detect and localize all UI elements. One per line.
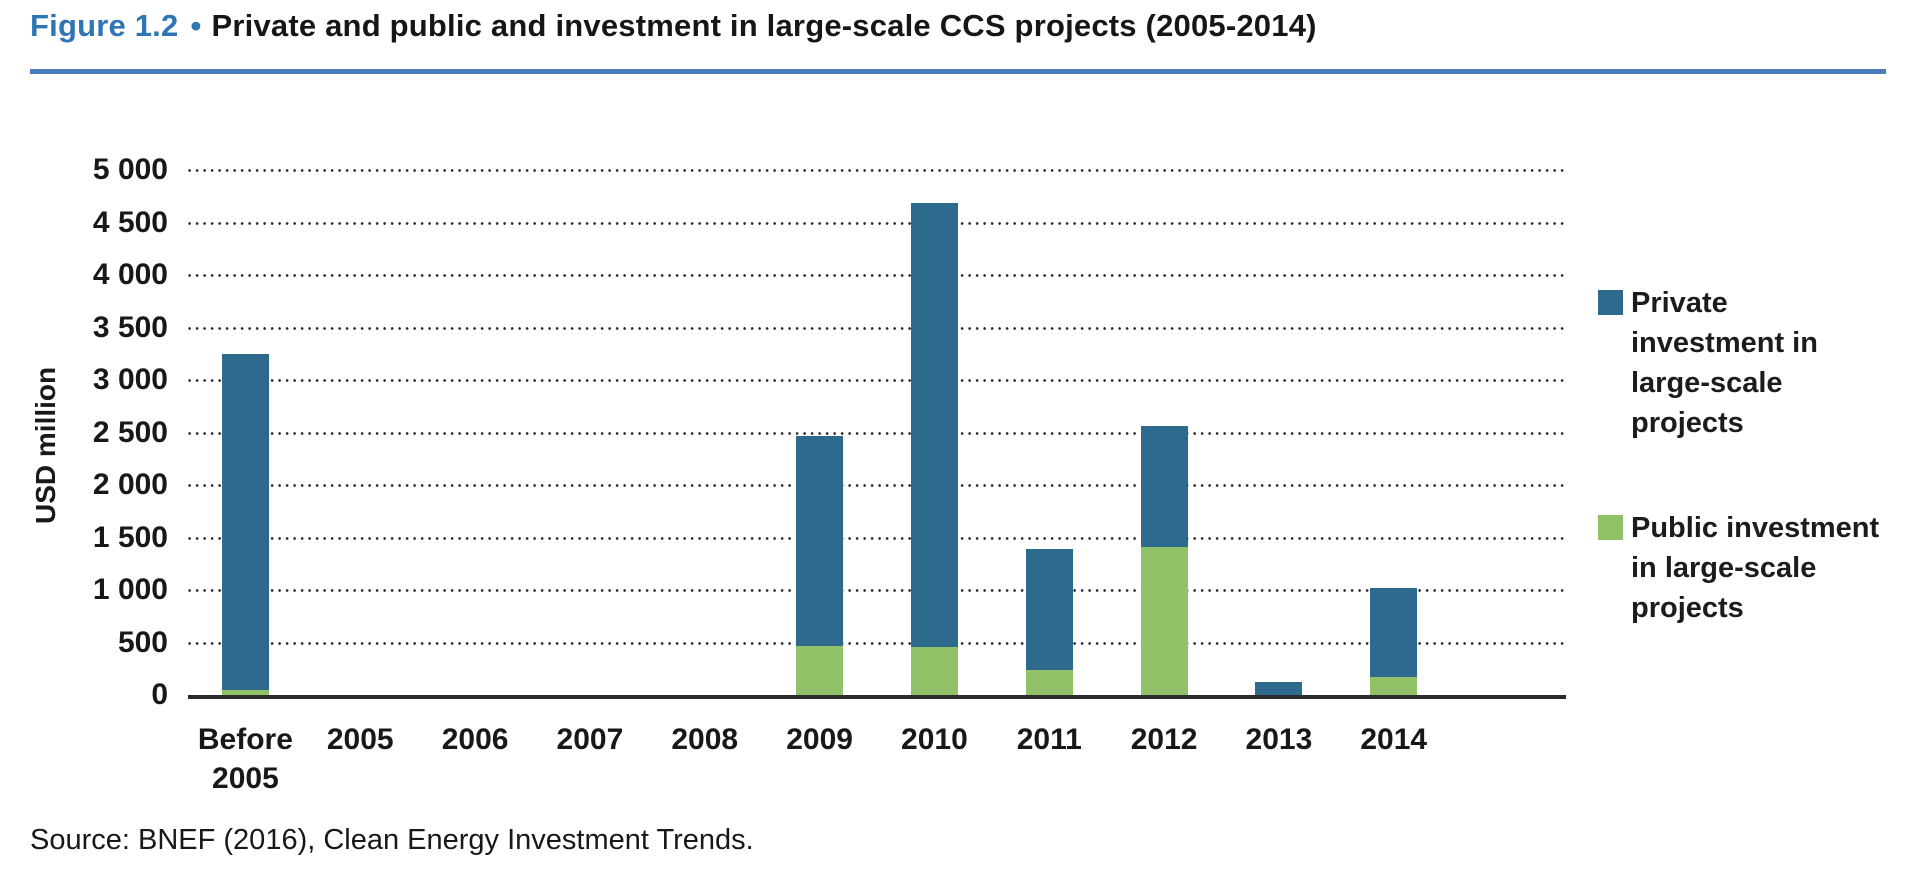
bar-segment-public bbox=[910, 646, 958, 695]
bar-segment-private bbox=[1370, 587, 1418, 678]
bar-segment-public bbox=[221, 689, 269, 695]
legend-entry: Private investment in large-scale projects bbox=[1598, 283, 1818, 443]
x-tick-label: 2011 bbox=[1016, 723, 1082, 756]
bar-segment-public bbox=[1025, 669, 1073, 695]
x-tick-label: 2012 bbox=[1130, 723, 1198, 756]
x-axis-line bbox=[188, 695, 1566, 699]
y-tick-label: 500 bbox=[117, 625, 168, 659]
y-tick-label: 4 000 bbox=[92, 258, 168, 291]
y-tick-label: 2 500 bbox=[92, 415, 168, 449]
y-tick-label: 2 000 bbox=[92, 468, 168, 501]
gridline bbox=[188, 274, 1566, 277]
title-rule bbox=[30, 69, 1886, 74]
gridline bbox=[188, 641, 1566, 645]
y-tick-label: 1 000 bbox=[92, 573, 168, 606]
bar-segment-public bbox=[1370, 677, 1418, 695]
y-tick-label: 4 500 bbox=[92, 205, 168, 239]
figure-header: Figure 1.2 • Private and public and invest… bbox=[30, 8, 1317, 44]
legend-entry: Public investment in large-scale projects bbox=[1598, 508, 1879, 628]
x-tick-label: 2006 bbox=[441, 723, 509, 756]
plot-area bbox=[188, 169, 1566, 695]
x-tick-label: 2013 bbox=[1245, 723, 1313, 756]
y-tick-label: 0 bbox=[151, 678, 168, 711]
bar-segment-private bbox=[796, 435, 844, 646]
bar-segment-private bbox=[1255, 682, 1303, 695]
source-note: Source: BNEF (2016), Clean Energy Invest… bbox=[30, 824, 754, 856]
legend-label: Private investment in large-scale projects bbox=[1631, 287, 1818, 439]
x-tick-label: 2005 bbox=[326, 723, 394, 756]
x-tick-label: 2014 bbox=[1360, 723, 1428, 756]
gridline bbox=[188, 536, 1566, 540]
x-tick-label: 2007 bbox=[556, 723, 624, 756]
figure-title: Private and public and investment in lar… bbox=[211, 8, 1317, 43]
y-tick-label: 1 500 bbox=[92, 520, 168, 554]
figure-label: Figure 1.2 bbox=[30, 8, 179, 43]
gridline bbox=[188, 379, 1566, 382]
y-tick-label: 5 000 bbox=[92, 153, 168, 186]
bar-segment-public bbox=[1140, 546, 1188, 695]
y-tick-label: 3 500 bbox=[92, 310, 168, 344]
legend-swatch bbox=[1598, 290, 1623, 315]
bar-segment-private bbox=[221, 353, 269, 690]
x-tick-label: 2008 bbox=[671, 723, 739, 756]
gridline bbox=[188, 484, 1566, 487]
gridline bbox=[188, 326, 1566, 330]
gridline bbox=[188, 169, 1566, 172]
legend-swatch bbox=[1598, 515, 1623, 540]
bar-segment-private bbox=[1140, 426, 1188, 547]
bar-segment-private bbox=[910, 202, 958, 647]
legend-label: Public investment in large-scale projects bbox=[1631, 512, 1880, 624]
gridline bbox=[188, 431, 1566, 435]
bar-segment-public bbox=[796, 645, 844, 695]
x-tick-label: Before 2005 bbox=[197, 723, 293, 795]
gridline bbox=[188, 221, 1566, 225]
x-tick-label: 2009 bbox=[786, 723, 853, 756]
figure-bullet: • bbox=[190, 8, 202, 43]
y-tick-label: 3 000 bbox=[92, 363, 168, 396]
bar-segment-private bbox=[1025, 549, 1073, 670]
gridline bbox=[188, 589, 1566, 592]
x-tick-label: 2010 bbox=[901, 723, 968, 756]
